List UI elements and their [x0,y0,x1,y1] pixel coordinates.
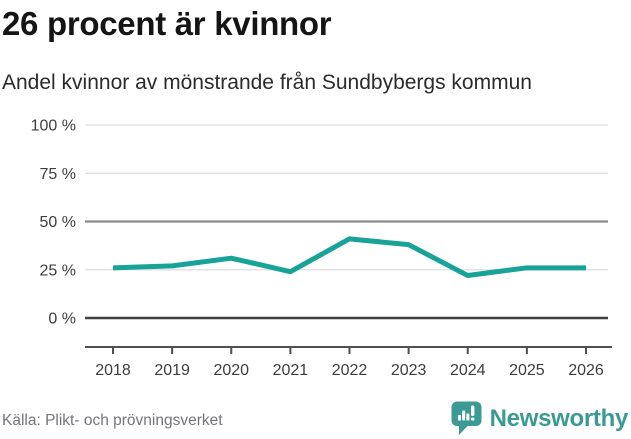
x-tick-label: 2025 [509,362,545,379]
y-tick-label: 75 % [40,166,76,183]
x-tick-label: 2018 [95,362,131,379]
x-tick-label: 2022 [332,362,368,379]
line-chart: 0 % 25 % 50 % 75 % 100 % 2018 2019 2020 2021 2022… [31,118,612,379]
x-tick-label: 2020 [213,362,249,379]
y-tick-label: 25 % [40,262,76,279]
chart-title: 26 procent är kvinnor [2,5,332,42]
data-line-andel-kvinnor [112,236,586,279]
chart-subtitle: Andel kvinnor av mönstrande från Sundbyb… [2,71,532,94]
x-tick-label: 2024 [450,362,486,379]
newsworthy-logo-text: Newsworthy [489,404,629,432]
y-tick-label: 50 % [40,214,76,231]
newsworthy-bubble-chart-icon [451,401,482,435]
x-tick-label: 2019 [154,362,190,379]
newsworthy-logo: Newsworthy [451,401,628,436]
y-tick-label: 100 % [31,118,76,135]
x-tick-label: 2026 [568,362,604,379]
y-tick-label: 0 % [48,311,76,328]
source-note: Källa: Plikt- och prövningsverket [2,412,223,429]
x-tick-label: 2021 [273,362,309,379]
x-tick-label: 2023 [391,362,427,379]
